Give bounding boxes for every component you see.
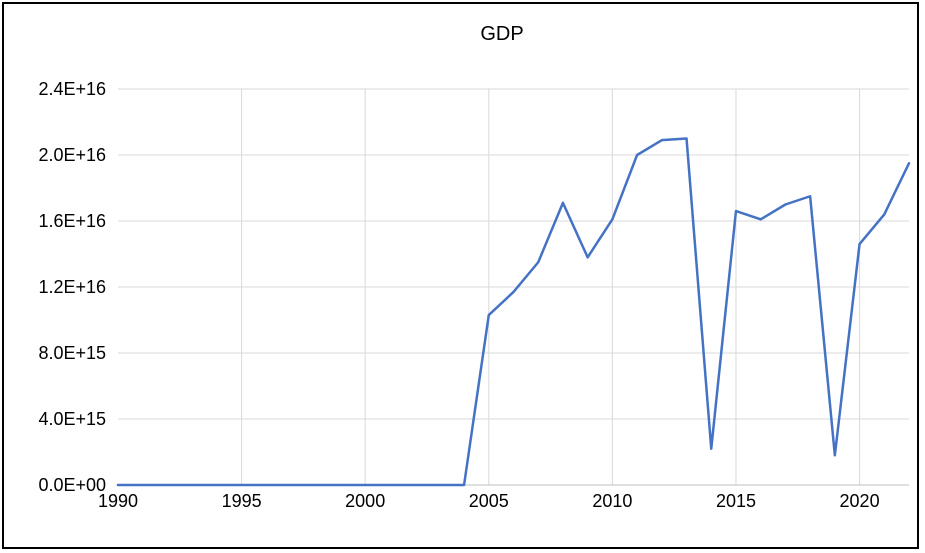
y-tick-label: 1.2E+16 — [38, 277, 106, 297]
y-tick-label: 2.0E+16 — [38, 145, 106, 165]
x-tick-label: 1990 — [98, 491, 138, 511]
x-tick-label: 2005 — [469, 491, 509, 511]
chart-title: GDP — [480, 23, 523, 45]
series-layer — [116, 137, 911, 487]
y-axis-tick-labels: 0.0E+00 4.0E+15 8.0E+15 1.2E+16 1.6E+16 2.0E+… — [38, 79, 106, 495]
x-tick-label: 1995 — [222, 491, 262, 511]
x-tick-label: 2000 — [345, 491, 385, 511]
x-tick-label: 2010 — [592, 491, 632, 511]
x-tick-label: 2015 — [716, 491, 756, 511]
x-tick-label: 2020 — [840, 491, 880, 511]
y-tick-label: 0.0E+00 — [38, 475, 106, 495]
y-tick-label: 4.0E+15 — [38, 409, 106, 429]
y-tick-label: 1.6E+16 — [38, 211, 106, 231]
y-tick-label: 8.0E+15 — [38, 343, 106, 363]
gdp-series-line — [116, 137, 911, 487]
y-tick-label: 2.4E+16 — [38, 79, 106, 99]
gridlines — [118, 88, 909, 486]
x-axis-tick-labels: 1990 1995 2000 2005 2010 2015 2020 — [98, 491, 880, 511]
